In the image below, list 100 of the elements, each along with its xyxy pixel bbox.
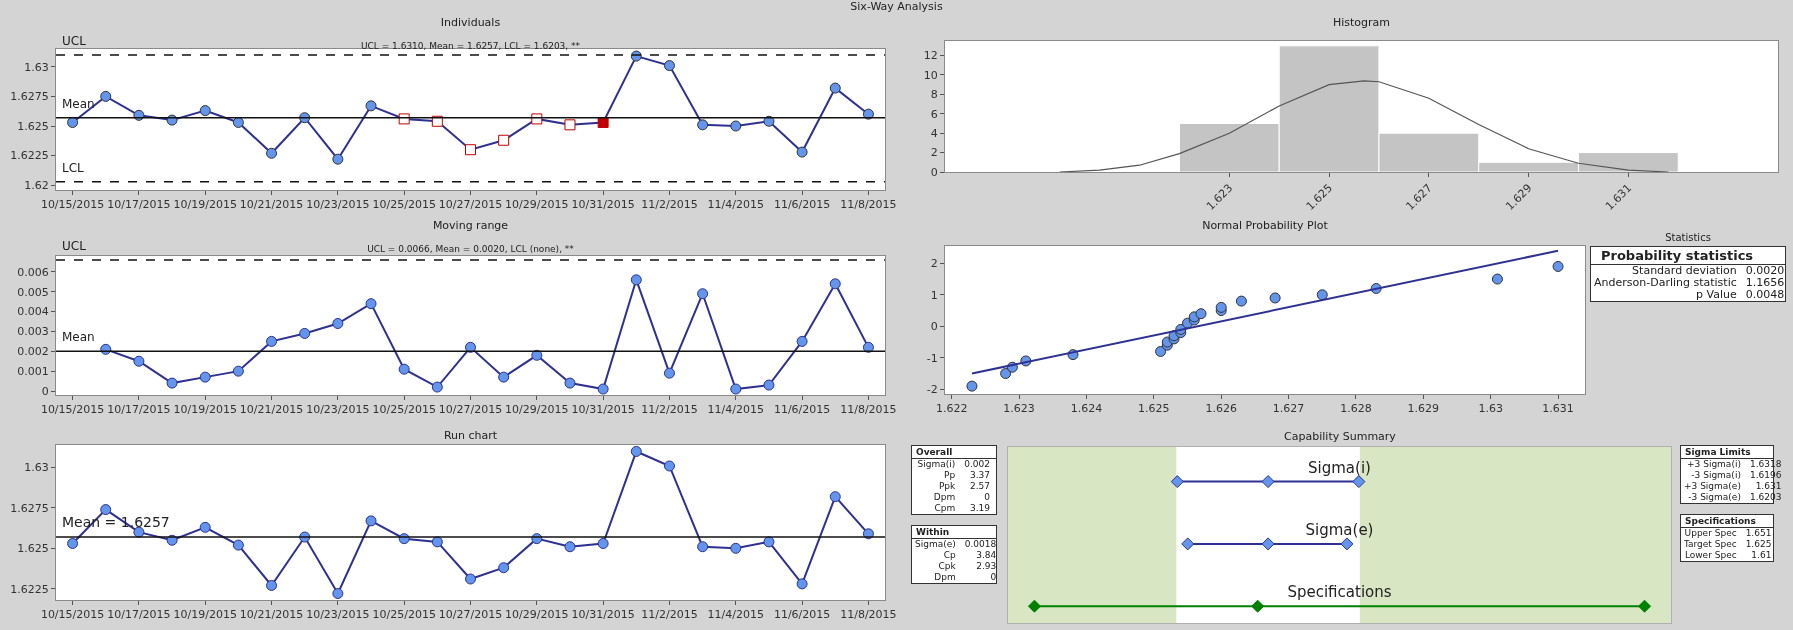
y-tick-label: 1.625 (17, 542, 49, 556)
point (630, 274, 642, 286)
point (796, 146, 808, 158)
point (862, 108, 874, 120)
point (862, 341, 874, 353)
chart-title: Run chart (443, 428, 498, 442)
y-tick-label: 1 (930, 288, 938, 302)
y-tick-label: 0.002 (17, 345, 49, 359)
x-tick-label: 1.629 (1407, 402, 1440, 416)
point (465, 144, 476, 156)
point (1552, 260, 1564, 272)
point (199, 105, 211, 117)
point (663, 60, 675, 72)
y-tick-label: 0.004 (17, 305, 49, 319)
chart-title: Normal Probability Plot (1202, 218, 1329, 232)
line-series (1059, 80, 1669, 172)
ref-line-label: LCL (62, 161, 85, 175)
point (332, 153, 344, 165)
x-tick-label: 1.63 (1478, 402, 1503, 416)
point (531, 349, 543, 361)
y-tick-label: 1.6225 (10, 582, 49, 596)
point (564, 377, 576, 389)
text: Sigma(e) (1305, 520, 1374, 539)
text: p Value 0.0048 (1695, 288, 1786, 301)
ref-line-label: UCL (62, 239, 87, 253)
x-tick-label: 1.628 (1340, 402, 1372, 416)
point (1235, 295, 1247, 307)
x-tick-label: 10/31/2015 (571, 403, 635, 417)
y-tick-label: 0 (930, 320, 938, 334)
point (166, 377, 178, 389)
text: Statistics (1664, 232, 1712, 245)
y-tick-label: 1.6275 (10, 90, 49, 104)
point (232, 116, 244, 128)
text: Standard deviation 0.0020 (1631, 264, 1786, 277)
x-tick-label: 11/2/2015 (641, 403, 698, 417)
y-tick-label: 8 (930, 88, 938, 102)
chart-title: Moving range (432, 218, 509, 232)
text: Cp 3.84 (943, 550, 997, 560)
point (697, 119, 709, 131)
x-tick-label: 1.631 (1542, 402, 1574, 416)
y-tick-label: -2 (926, 383, 938, 397)
text: Within (912, 526, 996, 539)
x-tick-label: 10/15/2015 (40, 608, 105, 622)
chart-subtitle: UCL = 0.0066, Mean = 0.0020, LCL (none), ** (367, 244, 575, 255)
text: Cpk 2.93 (938, 561, 997, 571)
text: Dpm 0 (934, 572, 997, 582)
x-tick-label: 11/6/2015 (773, 608, 831, 622)
point (966, 380, 978, 392)
x-tick-label: 1.627 (1272, 402, 1305, 416)
x-tick-label: 10/15/2015 (40, 403, 105, 417)
point (100, 90, 112, 102)
point (1269, 292, 1281, 304)
point (199, 521, 211, 533)
chart-title: Individuals (440, 15, 501, 29)
x-tick-label: 10/31/2015 (571, 198, 635, 212)
y-tick-label: 0 (930, 165, 938, 179)
x-tick-label: 1.623 (1003, 402, 1035, 416)
x-tick-label: 11/6/2015 (773, 198, 831, 212)
text: Anderson-Darling statistic 1.1656 (1593, 276, 1786, 289)
y-tick-label: -1 (926, 351, 938, 365)
text: Ppk 2.57 (938, 481, 990, 491)
y-tick-label: 1.63 (24, 60, 49, 74)
x-tick-label: 10/25/2015 (372, 608, 436, 622)
x-tick-label: 10/23/2015 (306, 403, 370, 417)
x-tick-label: 10/17/2015 (107, 608, 171, 622)
x-tick-label: 11/2/2015 (641, 608, 698, 622)
x-tick-label: 10/21/2015 (239, 608, 304, 622)
y-tick-label: 1.62 (24, 179, 49, 193)
point (133, 526, 145, 538)
y-tick-label: 0.006 (17, 265, 49, 279)
x-tick-label: 10/21/2015 (239, 403, 304, 417)
x-tick-label: 10/27/2015 (438, 403, 503, 417)
point (1195, 308, 1207, 320)
x-tick-label: 10/29/2015 (505, 608, 569, 622)
point (465, 341, 476, 353)
text: Sigma Limits (1681, 446, 1773, 459)
point (730, 120, 742, 132)
text: Pp 3.37 (944, 470, 990, 480)
text: Cpm 3.19 (934, 503, 990, 513)
point (498, 562, 510, 574)
text: Probability statistics (1591, 247, 1785, 265)
point (199, 371, 211, 383)
chart-subtitle: UCL = 1.6310, Mean = 1.6257, LCL = 1.6203, ** (360, 41, 581, 52)
x-tick-label: 11/8/2015 (840, 198, 897, 212)
point (730, 542, 742, 554)
text: Upper Spec 1.651 (1683, 528, 1773, 539)
point (829, 491, 841, 503)
y-tick-label: 1.6275 (10, 501, 49, 515)
point (67, 537, 79, 549)
point (597, 116, 609, 128)
x-tick-label: 10/29/2015 (505, 198, 569, 212)
point (266, 579, 278, 591)
x-tick-label: 10/29/2015 (505, 403, 569, 417)
point (266, 147, 278, 159)
text: Six-Way Analysis (849, 0, 944, 14)
y-tick-label: 0.001 (17, 365, 49, 379)
point (829, 278, 841, 290)
point (1316, 289, 1328, 301)
text: Sigma(i) 0.002 (916, 459, 991, 470)
text: Capability Summary (1283, 429, 1397, 445)
